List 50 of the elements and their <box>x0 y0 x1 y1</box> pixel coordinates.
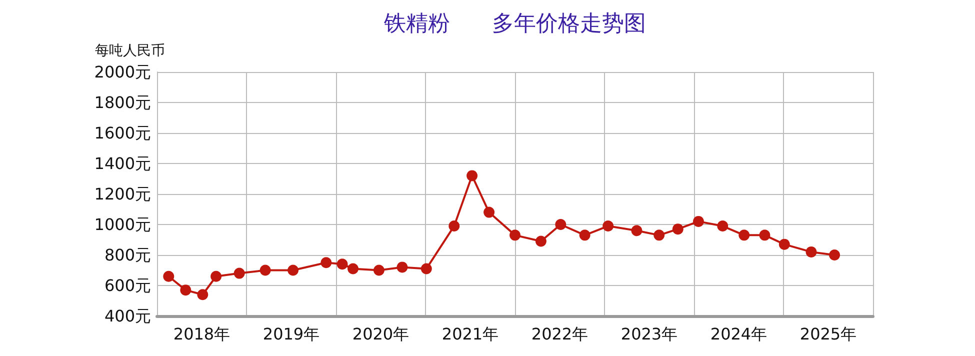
x-tick-label: 2022年 <box>531 324 588 344</box>
point <box>210 270 222 282</box>
point <box>336 258 348 270</box>
point <box>602 220 614 232</box>
y-tick-label: 1800元 <box>94 93 151 112</box>
x-tick-label: 2019年 <box>262 324 320 344</box>
point <box>829 250 840 260</box>
point <box>466 170 478 182</box>
y-tick-label: 1600元 <box>94 124 151 142</box>
point <box>320 257 332 268</box>
point <box>234 268 245 279</box>
y-tick-label: 2000元 <box>94 62 151 82</box>
chart-title: 铁精粉 多年价格走势图 <box>383 12 646 36</box>
x-tick-label: 2023年 <box>620 324 678 344</box>
point <box>759 230 770 241</box>
point <box>654 230 665 241</box>
point <box>197 289 208 300</box>
x-tick-label: 2024年 <box>710 324 768 344</box>
point <box>672 224 684 235</box>
point <box>163 270 174 282</box>
y-tick-label: 1000元 <box>94 215 151 234</box>
point <box>373 264 384 276</box>
point <box>448 220 460 232</box>
point <box>717 220 728 232</box>
x-tick-label: 2025年 <box>800 324 857 344</box>
point <box>555 219 566 230</box>
point <box>692 216 704 227</box>
point <box>631 225 642 236</box>
point <box>288 264 299 276</box>
point <box>396 262 408 273</box>
point <box>348 263 359 274</box>
y-tick-label: 400元 <box>104 306 151 326</box>
y-axis-title: 每吨人民币 <box>95 43 165 59</box>
x-tick-label: 2020年 <box>352 324 410 344</box>
x-tick-label: 2018年 <box>173 324 230 344</box>
y-tick-label: 1200元 <box>94 184 151 204</box>
point <box>420 263 432 274</box>
point <box>778 238 790 250</box>
y-tick-label: 600元 <box>104 276 151 295</box>
y-tick-label: 800元 <box>104 246 151 264</box>
point <box>484 206 495 218</box>
point <box>738 230 750 241</box>
x-tick-label: 2021年 <box>442 324 499 344</box>
point <box>180 284 192 296</box>
y-tick-label: 1400元 <box>94 154 151 173</box>
point <box>510 230 520 241</box>
point <box>260 264 271 276</box>
point <box>579 230 590 241</box>
point <box>535 236 546 247</box>
point <box>806 246 817 258</box>
